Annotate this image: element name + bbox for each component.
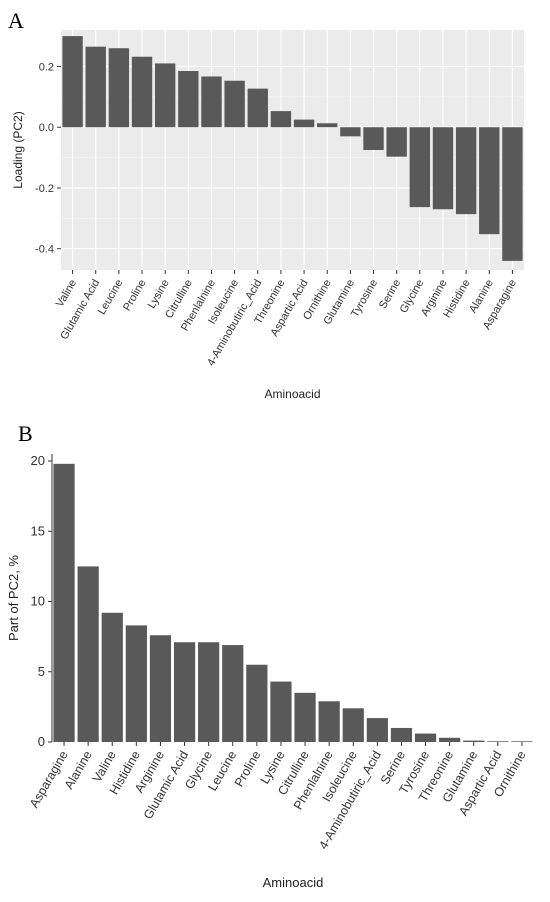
- chart-b-bar-isoleucine: [342, 708, 364, 742]
- chart-a-ytick-label: -0.4: [35, 244, 54, 256]
- chart-b-x-axis-title: Aminoacid: [263, 875, 324, 890]
- chart-a-bar-phenlalnine: [201, 76, 222, 128]
- chart-b-bar-ornithine: [511, 741, 533, 742]
- chart-b-bar-asparagine: [53, 463, 75, 742]
- chart-b-bar-lysine: [270, 681, 292, 742]
- chart-a-bar-proline: [131, 56, 153, 128]
- chart-a-ytick-label: 0.2: [39, 61, 54, 73]
- chart-a-bar-arginine: [432, 127, 454, 210]
- chart-b-ytick-label: 5: [38, 664, 45, 679]
- chart-a-bar-alanine: [479, 127, 500, 235]
- chart-b-part-of-pc2: 05101520AsparagineAlanineValineHistidine…: [6, 453, 534, 890]
- chart-b-bar-tyrosine: [414, 733, 437, 742]
- chart-b-bar-phenlalnine: [318, 701, 340, 742]
- chart-a-bar-histidine: [455, 127, 477, 215]
- chart-b-bar-glycine: [198, 642, 220, 742]
- chart-b-bar-serine: [390, 727, 413, 742]
- chart-a-bar-threonine: [270, 111, 292, 128]
- chart-a-bar-isoleucine: [224, 80, 245, 128]
- chart-b-bar-aspartic-acid: [487, 741, 509, 742]
- chart-b-ytick-label: 15: [31, 523, 45, 538]
- chart-b-ytick-label: 20: [31, 453, 45, 468]
- chart-a-bar-citrulline: [178, 71, 199, 128]
- chart-b-bar-threonine: [439, 737, 461, 742]
- chart-b-bar-alanine: [77, 566, 99, 742]
- chart-b-bar-glutamic-acid: [173, 642, 196, 742]
- chart-b-bar-glutamine: [463, 740, 485, 742]
- chart-a-bar-leucine: [108, 48, 130, 128]
- chart-a-x-axis-title: Aminoacid: [264, 387, 320, 401]
- chart-a-bar-asparagine: [502, 127, 523, 261]
- chart-a-bar-lysine: [154, 63, 176, 128]
- chart-a-bar-4-aminobutiric-acid: [247, 88, 268, 128]
- chart-a-bar-aspartic-acid: [293, 119, 315, 128]
- chart-a-xtick-label-proline: Proline: [121, 278, 149, 314]
- panel-letter-b: B: [18, 421, 33, 446]
- chart-a-ytick-label: 0.0: [39, 122, 54, 134]
- chart-a-bar-glycine: [409, 127, 431, 208]
- chart-b-bar-leucine: [222, 645, 244, 742]
- chart-b-ytick-label: 0: [38, 734, 45, 749]
- chart-b-bar-proline: [246, 664, 268, 742]
- chart-a-bar-tyrosine: [363, 127, 384, 150]
- chart-b-plot-background: [52, 454, 534, 742]
- chart-b-y-axis-title: Part of PC2, %: [6, 555, 21, 641]
- chart-a-bar-ornithine: [317, 123, 338, 128]
- chart-b-bar-citrulline: [294, 692, 316, 742]
- chart-a-ytick-label: -0.2: [35, 183, 54, 195]
- panel-letter-a: A: [8, 8, 24, 33]
- chart-b-bar-valine: [101, 612, 123, 742]
- chart-a-y-axis-title: Loading (PC2): [11, 111, 25, 188]
- chart-b-bar-arginine: [149, 635, 172, 742]
- chart-b-bar-histidine: [125, 625, 147, 742]
- chart-a-bar-valine: [62, 36, 83, 128]
- chart-a-bar-glutamine: [340, 127, 361, 137]
- chart-a-bar-serine: [386, 127, 407, 157]
- chart-b-ytick-label: 10: [31, 594, 45, 609]
- chart-b-bar-4-aminobutiric-acid: [366, 718, 388, 742]
- chart-a-bar-glutamic-acid: [85, 46, 106, 128]
